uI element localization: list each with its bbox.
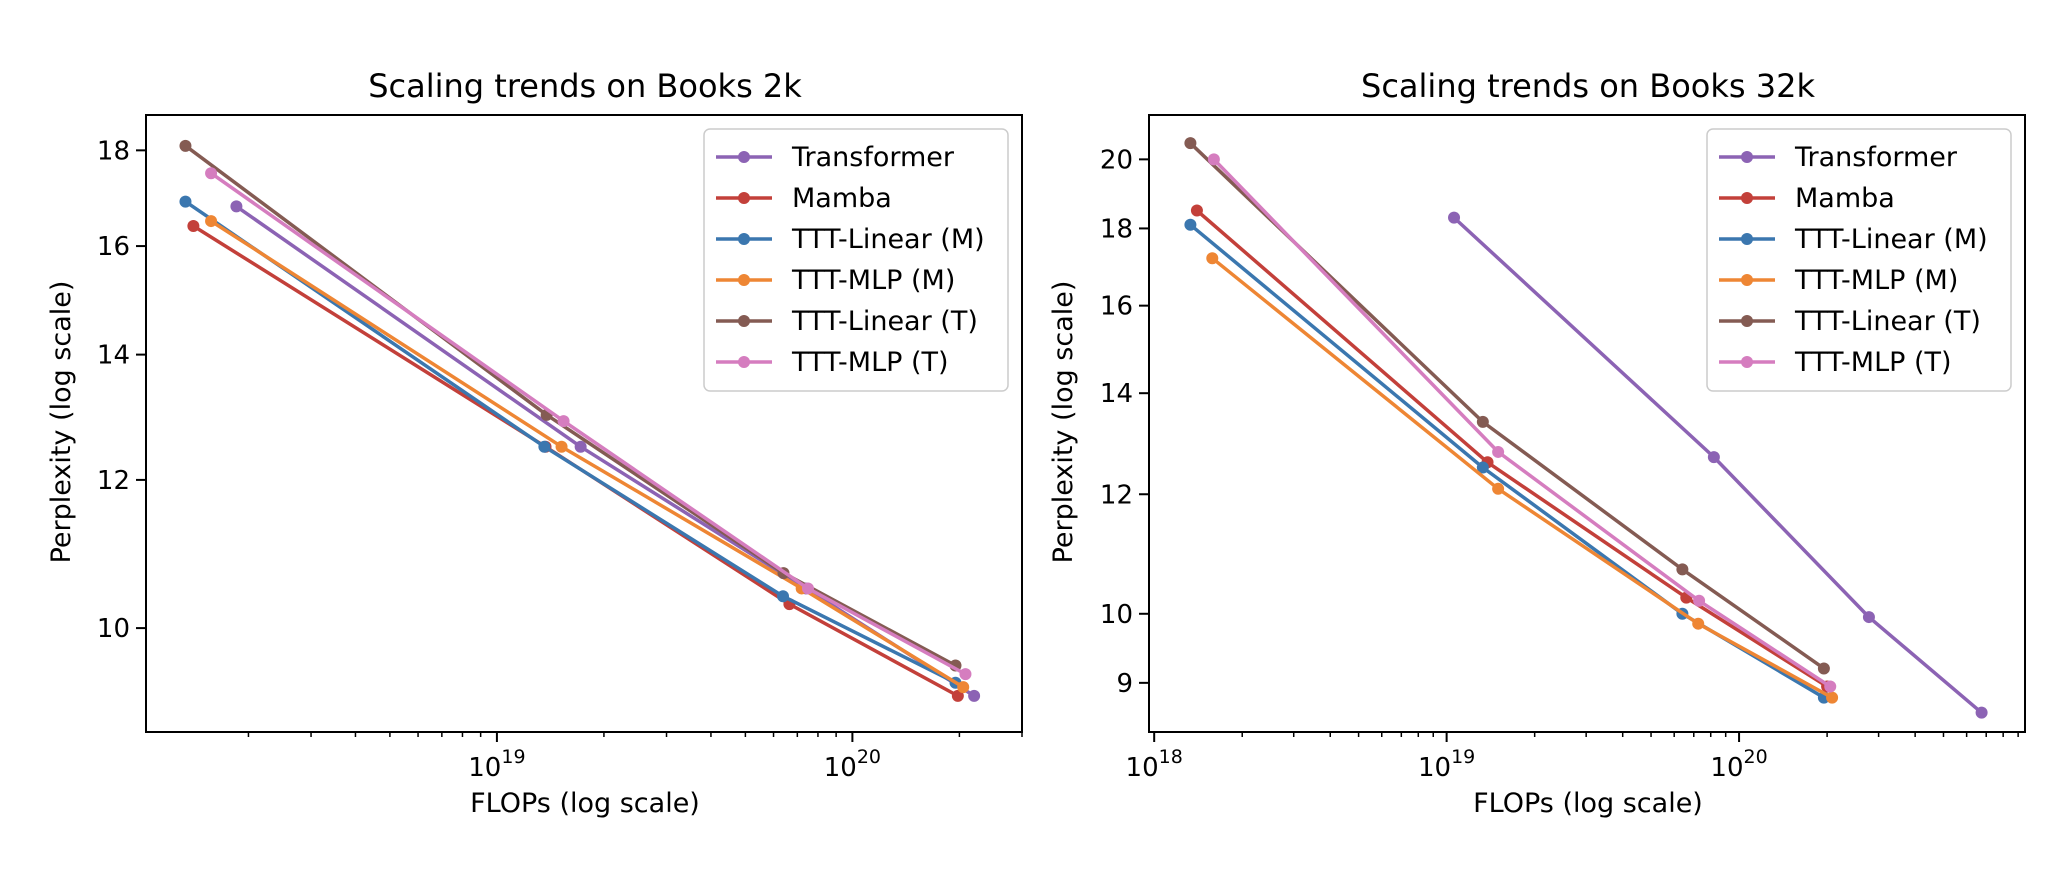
legend-marker [1741, 151, 1753, 163]
x-tick-label: 1019 [468, 746, 525, 783]
data-point [801, 582, 814, 595]
legend-label: TTT-MLP (M) [1794, 265, 1958, 296]
series-line [210, 219, 965, 689]
series-line [1212, 158, 1832, 688]
x-tick-label: 1019 [1418, 746, 1475, 783]
y-tick-label: 14 [1100, 379, 1133, 409]
data-point [1492, 482, 1505, 495]
data-point [538, 440, 551, 453]
data-point [1817, 662, 1830, 675]
y-tick-label: 10 [97, 614, 130, 644]
legend-label: TTT-Linear (M) [791, 224, 985, 255]
data-point [1476, 461, 1489, 474]
y-tick-label: 16 [1100, 292, 1133, 322]
data-point [1184, 137, 1197, 150]
data-point [957, 681, 970, 694]
legend-marker [738, 192, 750, 204]
legend-marker [738, 151, 750, 163]
data-point [968, 689, 981, 702]
data-point [205, 215, 218, 228]
data-point [574, 440, 587, 453]
data-point [557, 415, 570, 428]
plot-frame [1148, 114, 2026, 733]
data-point [1676, 563, 1689, 576]
legend-marker [1741, 233, 1753, 245]
legend-marker [1741, 274, 1753, 286]
legend-label: Transformer [1794, 142, 1958, 173]
data-point [179, 139, 192, 152]
chart-books-32k: Scaling trends on Books 32k FLOPs (log s… [1048, 67, 2026, 819]
legend-label: Mamba [792, 183, 892, 214]
legend-label: TTT-Linear (T) [791, 306, 978, 337]
series-line [210, 171, 967, 676]
y-axis-label: Perplexity (log scale) [1048, 281, 1079, 564]
x-axis-label: FLOPs (log scale) [1473, 788, 1703, 819]
data-point [1824, 680, 1837, 693]
data-point [1184, 218, 1197, 231]
legend-label: Transformer [791, 142, 955, 173]
x-tick-label: 1020 [824, 746, 881, 783]
x-tick-label: 1020 [1710, 746, 1767, 783]
data-point [1693, 594, 1706, 607]
legend-label: Mamba [1795, 183, 1895, 214]
legend-marker [738, 315, 750, 327]
legend-marker [1741, 356, 1753, 368]
data-point [1707, 451, 1720, 464]
legend-marker [738, 233, 750, 245]
legend-marker [1741, 315, 1753, 327]
chart-title: Scaling trends on Books 2k [368, 67, 802, 105]
data-point [1206, 252, 1219, 265]
y-tick-label: 20 [1100, 145, 1133, 175]
plot-frame [145, 114, 1023, 733]
legend: Transformer Mamba TTT-Linear (M) TTT-MLP (M… [703, 128, 1009, 392]
data-point [205, 167, 218, 180]
x-axis-label: FLOPs (log scale) [470, 788, 700, 819]
legend-marker [738, 274, 750, 286]
data-point [1692, 617, 1705, 630]
data-point [951, 689, 964, 702]
series-line [1211, 256, 1833, 700]
y-tick-label: 9 [1116, 669, 1133, 699]
data-point [187, 220, 200, 233]
y-tick-label: 18 [97, 136, 130, 166]
y-axis-label: Perplexity (log scale) [46, 281, 77, 564]
y-tick-label: 12 [1100, 480, 1133, 510]
y-tick-label: 12 [97, 466, 130, 496]
chart-books-2k: Scaling trends on Books 2k FLOPs (log sc… [46, 67, 1023, 819]
legend-label: TTT-MLP (T) [1794, 347, 1952, 378]
data-point [555, 440, 568, 453]
y-tick-label: 18 [1100, 214, 1133, 244]
data-point [179, 195, 192, 208]
series-line [1189, 141, 1825, 670]
y-tick-label: 16 [97, 232, 130, 262]
y-tick-label: 14 [97, 341, 130, 371]
data-point [1492, 445, 1505, 458]
legend-frame [1706, 128, 2012, 392]
data-point [1190, 204, 1203, 217]
x-tick-label: 1018 [1126, 746, 1183, 783]
series-line [1452, 216, 1983, 715]
data-point [1476, 415, 1489, 428]
legend-label: TTT-MLP (T) [791, 347, 949, 378]
legend-marker [738, 356, 750, 368]
series-line [184, 200, 957, 685]
data-point [777, 590, 790, 603]
legend-label: TTT-MLP (M) [791, 265, 955, 296]
data-point [1862, 611, 1875, 624]
data-point [959, 668, 972, 681]
legend: Transformer Mamba TTT-Linear (M) TTT-MLP (M… [1706, 128, 2012, 392]
data-point [1826, 691, 1839, 704]
data-point [230, 200, 243, 213]
legend-label: TTT-Linear (T) [1794, 306, 1981, 337]
legend-marker [1741, 192, 1753, 204]
legend-frame [703, 128, 1009, 392]
y-tick-label: 10 [1100, 600, 1133, 630]
chart-title: Scaling trends on Books 32k [1361, 67, 1815, 105]
data-point [1975, 706, 1988, 719]
legend-label: TTT-Linear (M) [1794, 224, 1988, 255]
series-line [1195, 209, 1829, 688]
data-point [1207, 153, 1220, 166]
data-point [1448, 211, 1461, 224]
